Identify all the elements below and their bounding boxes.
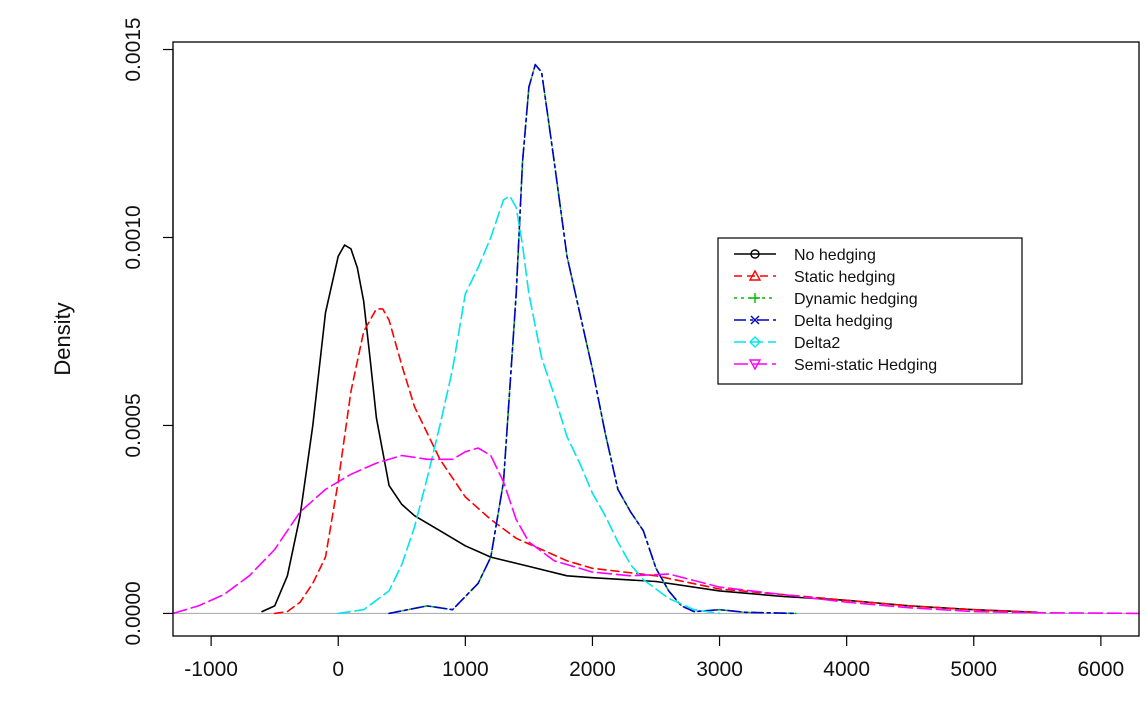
- x-tick-label: 5000: [950, 658, 997, 681]
- legend-marker-2: [750, 293, 760, 303]
- x-tick-label: 3000: [696, 658, 743, 681]
- legend-label-1: Static hedging: [794, 269, 895, 286]
- y-axis-title: Density: [50, 302, 75, 375]
- legend-label-3: Delta hedging: [794, 313, 893, 330]
- legend-marker-3: [750, 315, 760, 325]
- y-tick-label: 0.0005: [122, 393, 145, 457]
- x-tick-label: -1000: [184, 658, 238, 681]
- series-line-5: [172, 447, 1140, 615]
- legend-marker-4: [749, 336, 761, 348]
- x-tick-label: 2000: [569, 658, 616, 681]
- series-line-3: [388, 63, 797, 615]
- legend-box: [717, 237, 1023, 385]
- series-layer: [172, 63, 1140, 615]
- legend-marker-1: [748, 269, 762, 281]
- x-tick-label: 0: [332, 658, 344, 681]
- series-line-1: [273, 308, 1039, 615]
- legend-marker-0: [750, 249, 760, 259]
- y-tick-label: 0.0000: [122, 581, 145, 645]
- legend-marker-5: [748, 359, 762, 371]
- legend-label-0: No hedging: [794, 247, 876, 264]
- x-tick-label: 1000: [442, 658, 489, 681]
- series-line-4: [337, 195, 721, 615]
- y-tick-label: 0.0010: [122, 205, 145, 269]
- x-tick-label: 6000: [1078, 658, 1125, 681]
- series-line-0: [261, 244, 1039, 614]
- x-tick-label: 4000: [823, 658, 870, 681]
- legend: No hedging Static hedging Dynamic hedging D…: [717, 237, 1023, 385]
- legend-label-2: Dynamic hedging: [794, 291, 918, 308]
- legend-label-4: Delta2: [794, 335, 840, 352]
- y-axis: 0.0000 0.0005 0.0010 0.0015: [122, 17, 174, 646]
- y-tick-label: 0.0015: [122, 17, 145, 81]
- legend-label-5: Semi-static Hedging: [794, 357, 937, 374]
- x-axis: -1000 0 1000 2000 3000 4000 5000 6000: [184, 635, 1125, 681]
